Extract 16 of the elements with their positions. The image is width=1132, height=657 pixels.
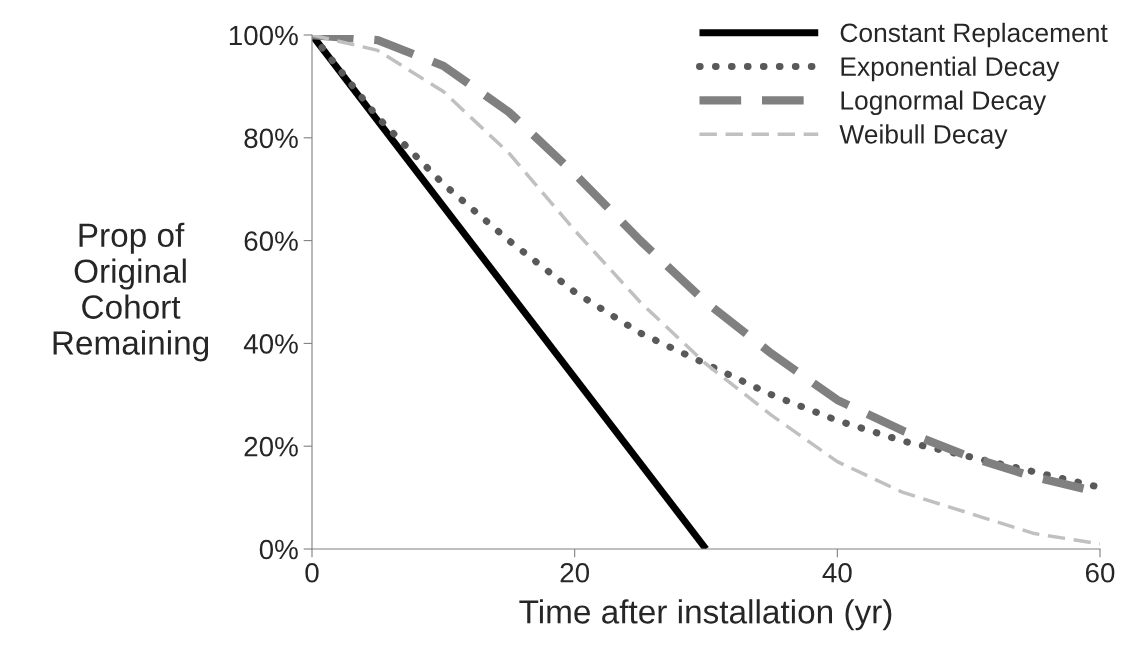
y-tick-label: 40%	[243, 334, 298, 354]
legend-label: Weibull Decay	[839, 124, 1008, 149]
y-tick-label: 100%	[229, 25, 298, 46]
x-tick-label: 60	[1085, 562, 1115, 583]
x-tick-label: 40	[822, 562, 852, 583]
y-tick-label: 60%	[244, 231, 298, 251]
legend-label: Lognormal Decay	[841, 90, 1047, 116]
x-tick-label: 0	[305, 562, 319, 583]
legend-label: Exponential Decay	[841, 56, 1060, 82]
y-axis-title: Prop of Original Cohort Remaining	[53, 222, 209, 362]
y-tick-label: 80%	[244, 128, 298, 149]
y-tick-label: 0%	[259, 539, 298, 560]
x-tick-label: 20	[560, 562, 590, 583]
x-axis-title: Time after installation (yr)	[519, 599, 892, 631]
legend-label: Constant Replacement	[840, 22, 1108, 48]
y-tick-label: 20%	[244, 436, 298, 457]
